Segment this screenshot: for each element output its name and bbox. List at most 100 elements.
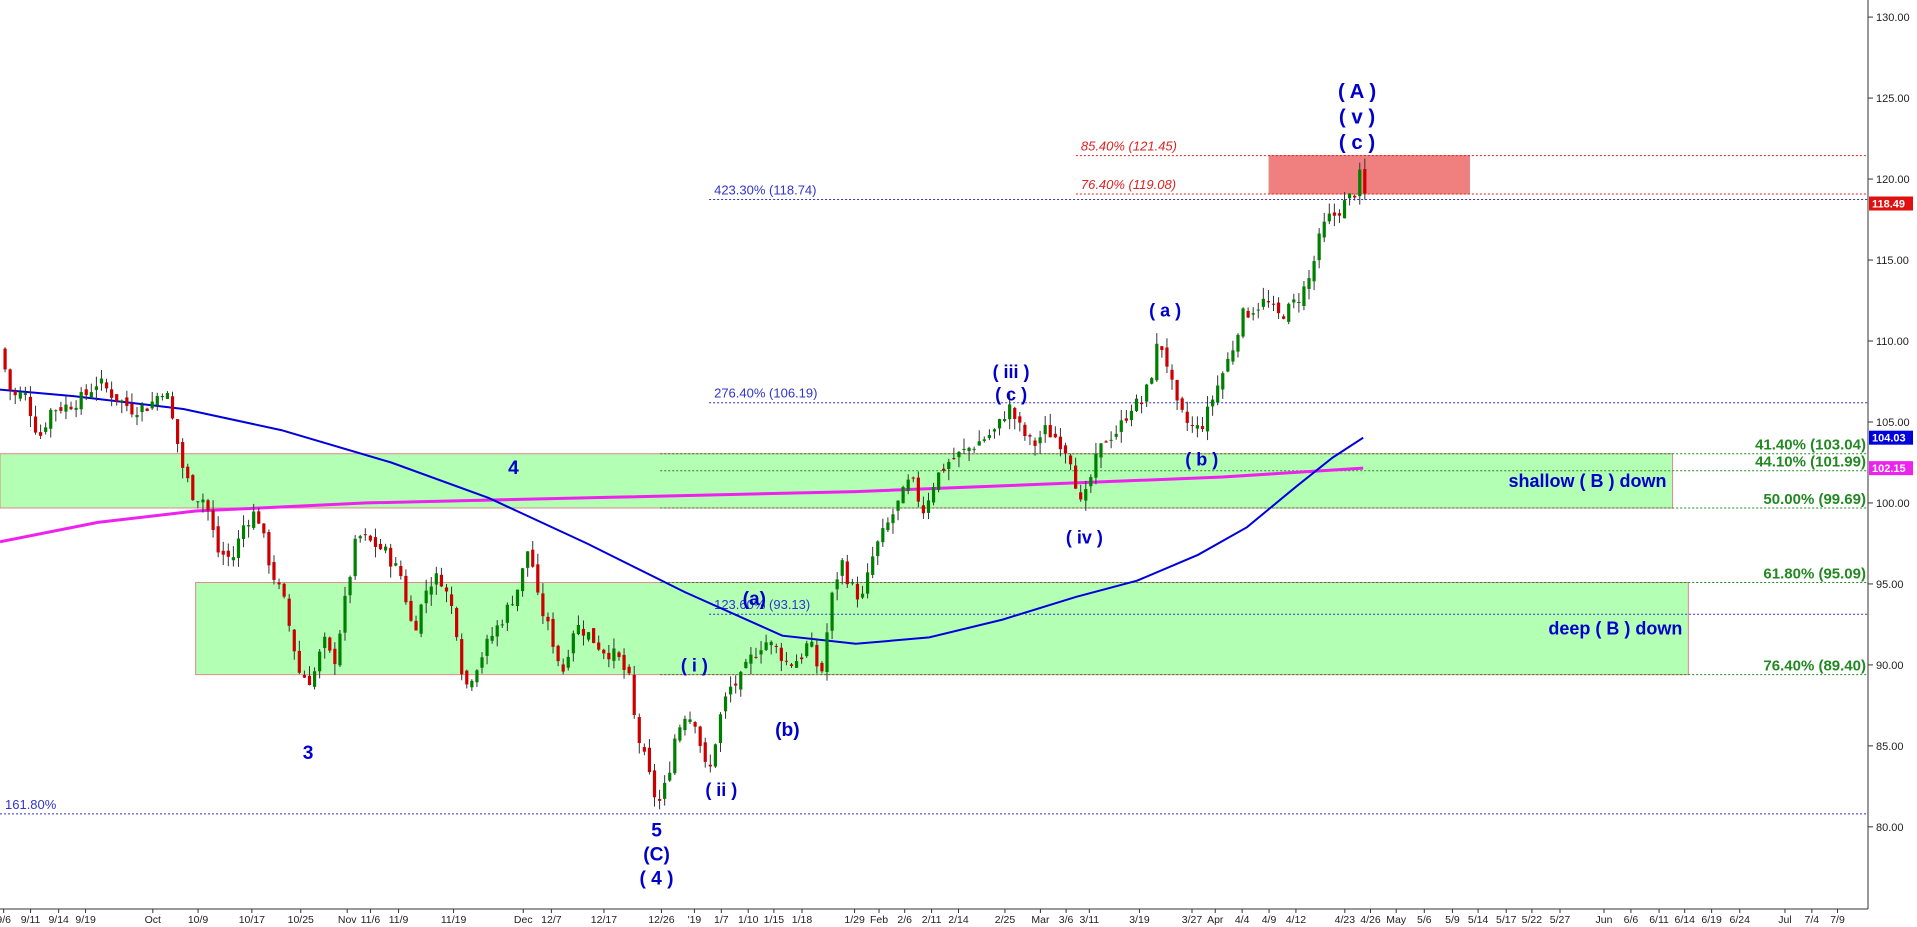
candle-down (642, 747, 646, 752)
candle-down (622, 654, 626, 670)
wave-label: 4 (508, 458, 519, 479)
fib-label-2: 123.60% (93.13) (714, 597, 810, 612)
candle-up (1322, 221, 1326, 238)
candle-down (820, 662, 824, 672)
x-tick-label: 2/25 (995, 914, 1016, 926)
candle-down (1363, 169, 1367, 194)
x-tick-label: 10/9 (188, 914, 209, 926)
candle-up (1195, 425, 1199, 429)
candle-up (470, 680, 474, 688)
candle-up (1205, 406, 1210, 432)
candle-up (977, 441, 981, 446)
candle-up (1307, 278, 1311, 289)
candle-up (49, 409, 53, 429)
fib-label-6: 41.40% (103.04) (1755, 437, 1866, 454)
candle-down (1028, 435, 1032, 437)
candle-up (1358, 169, 1362, 197)
wave-label: 5 (651, 821, 662, 842)
candle-up (729, 686, 733, 695)
candle-down (1139, 402, 1144, 405)
candle-down (784, 660, 789, 662)
candle-down (1200, 426, 1205, 429)
x-tick-label: 9/14 (48, 914, 69, 926)
candle-down (297, 650, 301, 673)
wave-label: ( iii ) (993, 362, 1030, 382)
x-tick-label: 6/14 (1674, 914, 1695, 926)
candle-up (957, 451, 961, 458)
moving-average-slow-line (0, 466, 1364, 544)
candle-up (312, 671, 317, 687)
candle-down (1282, 316, 1286, 319)
candle-up (120, 400, 124, 402)
candle-down (206, 500, 210, 511)
candle-down (404, 575, 408, 603)
candle-down (181, 442, 185, 468)
x-tick-label: 7/4 (1805, 914, 1820, 926)
candle-down (1068, 455, 1073, 465)
candle-down (1013, 407, 1017, 419)
candle-up (881, 528, 885, 543)
candle-up (805, 643, 809, 657)
candle-up (348, 577, 352, 596)
candle-up (571, 633, 575, 654)
candle-down (1170, 369, 1174, 380)
y-tick-label: 120.00 (1876, 174, 1910, 186)
candle-up (987, 435, 991, 439)
wave-label: ( A ) (1338, 81, 1376, 103)
moving-average-fast-line (0, 388, 1364, 645)
last-price-tag: 118.49 (1872, 199, 1905, 211)
wave-label: ( 4 ) (639, 869, 673, 890)
y-tick-label: 100.00 (1876, 498, 1910, 510)
x-tick-label: Feb (870, 914, 888, 926)
candle-up (515, 589, 520, 607)
candle-down (855, 583, 860, 600)
candle-up (718, 714, 723, 744)
candle-down (1053, 433, 1057, 438)
candle-down (13, 390, 17, 396)
x-tick-label: Oct (145, 914, 161, 926)
x-tick-label: 6/6 (1624, 914, 1639, 926)
x-tick-label: 10/25 (288, 914, 314, 926)
fib-label-5: 76.40% (119.08) (1081, 177, 1176, 192)
candle-down (59, 407, 63, 411)
x-tick-label: 2/11 (922, 914, 942, 926)
candle-up (835, 579, 839, 590)
target-zone (1268, 155, 1471, 195)
x-tick-label: 11/6 (361, 914, 381, 926)
candle-down (465, 670, 469, 685)
candle-up (23, 393, 27, 395)
candle-up (99, 378, 104, 384)
candle-up (74, 407, 78, 410)
candle-up (1292, 299, 1296, 303)
candle-down (754, 656, 758, 658)
candle-up (338, 633, 342, 666)
candle-up (1099, 443, 1103, 458)
candle-down (145, 408, 149, 411)
candle-down (115, 394, 119, 402)
candle-down (1160, 346, 1164, 350)
candle-down (69, 406, 73, 410)
candle-up (394, 563, 398, 566)
candle-up (429, 586, 433, 595)
candle-up (510, 604, 515, 606)
candle-up (79, 392, 83, 410)
candle-up (44, 427, 48, 432)
candle-down (942, 468, 946, 471)
candle-up (860, 593, 865, 598)
candle-down (38, 432, 43, 436)
wave-label: 3 (303, 743, 314, 764)
candle-down (1266, 301, 1271, 303)
candle-down (363, 534, 367, 536)
x-tick-label: 1/18 (792, 914, 813, 926)
candle-up (967, 447, 971, 452)
candle-down (211, 510, 215, 530)
candle-down (186, 466, 190, 479)
x-tick-label: Mar (1031, 914, 1050, 926)
candle-down (328, 637, 332, 651)
candle-down (33, 416, 38, 433)
candle-up (937, 472, 941, 490)
candle-up (1155, 343, 1159, 381)
x-tick-label: 6/19 (1701, 914, 1722, 926)
candle-up (384, 546, 388, 551)
ma-fast-tag-bg (1869, 430, 1913, 445)
